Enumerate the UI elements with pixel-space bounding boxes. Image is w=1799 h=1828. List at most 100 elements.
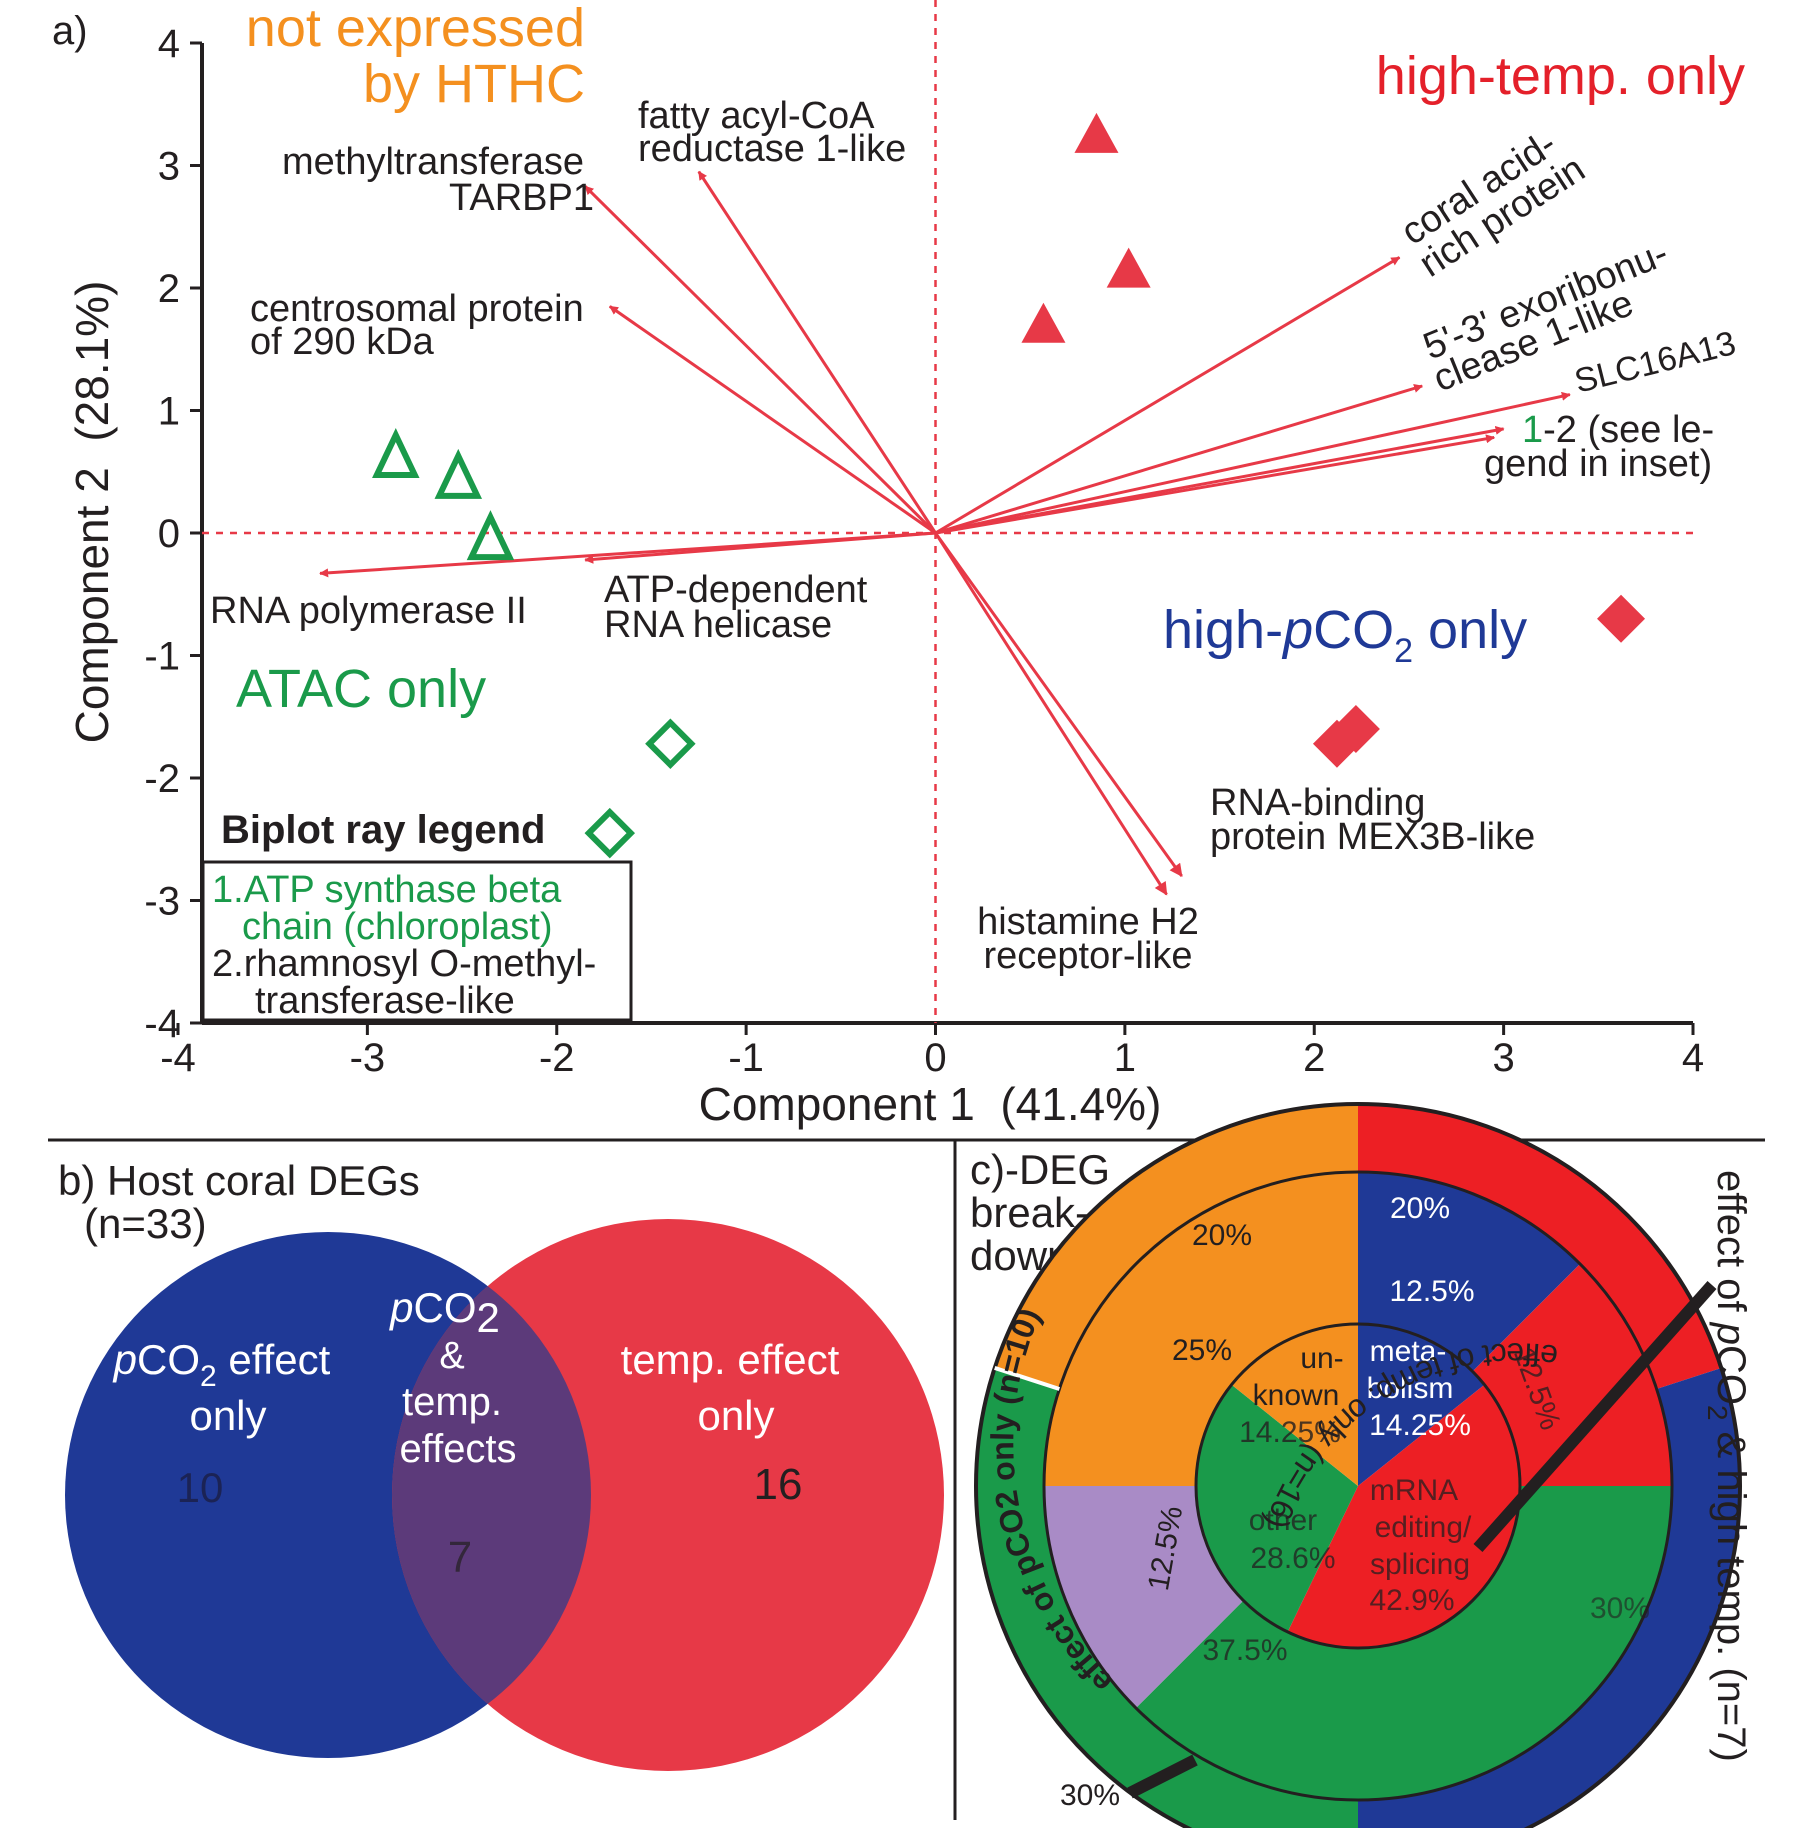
y-tick-label: 1 [158, 390, 180, 434]
venn-label-temp: temp. effect [621, 1336, 840, 1383]
ray-label-rna-binding: RNA-binding [1210, 782, 1425, 824]
venn-overlap-pco2: pCO2 [388, 1284, 500, 1341]
venn-overlap-temp: temp. [402, 1380, 502, 1424]
biplot-legend: Biplot ray legend 1.ATP synthase beta ch… [201, 808, 633, 1022]
panel-c-label-1: c)-DEG [970, 1146, 1110, 1193]
venn-sub: 2 [200, 1360, 217, 1393]
leader-line-both [1473, 1281, 1717, 1552]
both-co: CO [1709, 1345, 1753, 1405]
venn-count-pco2: 10 [177, 1464, 224, 1511]
y-tick-label: 2 [158, 267, 180, 311]
ray-label-methyltransferase: methyltransferase [282, 141, 584, 183]
ray-label-mex3b: protein MEX3B-like [1210, 816, 1535, 858]
biplot-ray [584, 531, 936, 564]
both-p: p [1709, 1322, 1753, 1345]
point-open-triangle [434, 448, 483, 499]
biplot-ray [935, 434, 1496, 535]
quadrant-label-p: p [1281, 600, 1313, 660]
biplot-ray [934, 532, 1168, 896]
ray-label-2-see: -2 (see le- [1543, 409, 1714, 451]
middle-label-blue: 12.5% [1389, 1275, 1474, 1308]
inner-pie-segment [1196, 1384, 1358, 1632]
inner-label-unknown-pct: 14.25% [1239, 1416, 1341, 1449]
y-tick-label: -2 [144, 757, 180, 801]
venn-overlap [392, 1232, 591, 1758]
donut-outer-border [974, 1102, 1742, 1828]
quadrant-label-by-hthc: by HTHC [363, 54, 585, 114]
outer-ring-segment [976, 1367, 1358, 1828]
biplot-ray [935, 384, 1424, 535]
x-tick-label: 0 [924, 1036, 946, 1080]
inner-label-unknown-2: known [1253, 1379, 1340, 1412]
venn-p: p [112, 1336, 137, 1383]
ray-label-rna-helicase: RNA helicase [604, 604, 832, 646]
ray-label-tarbp1: TARBP1 [449, 177, 594, 219]
inner-label-unknown-1: un- [1300, 1342, 1343, 1375]
ray-label-1: 1 [1522, 409, 1543, 451]
biplot-ray [934, 256, 1401, 535]
middle-ring-segment [1358, 1172, 1581, 1372]
outer-ring-gap [994, 1366, 1060, 1391]
x-tick-label: 3 [1493, 1036, 1515, 1080]
leader-line-pco2 [1127, 1754, 1198, 1799]
y-tick-label: 4 [158, 22, 180, 66]
venn-count-temp: 16 [754, 1460, 803, 1509]
inner-label-mrna-1: mRNA [1370, 1474, 1458, 1507]
legend-box [201, 860, 633, 1022]
ray-label-histamine: histamine H2 [977, 901, 1199, 943]
quadrant-label-only: only [1413, 600, 1527, 660]
x-tick-label: 1 [1114, 1036, 1136, 1080]
quadrant-label-high-temp: high-temp. only [1376, 46, 1745, 106]
ray-label-atp-dep: ATP-dependent [604, 569, 868, 611]
middle-label-orange: 25% [1172, 1334, 1232, 1367]
quadrant-label-atac: ATAC only [236, 659, 486, 719]
panel-a-label: a) [52, 9, 88, 53]
point-filled-diamond [1312, 719, 1361, 768]
donut-chart [974, 1102, 1742, 1828]
quadrant-label-high-pco2: high-pCO2 only [1163, 600, 1527, 670]
ray-label-fatty-acyl: fatty acyl-CoA [638, 95, 875, 137]
panel-b-n: (n=33) [84, 1200, 207, 1247]
inner-label-other: other [1249, 1504, 1317, 1537]
venn-overlap-co: CO [414, 1284, 477, 1331]
legend-item-1-line1: 1.ATP synthase beta [212, 869, 562, 911]
biplot-panel: a) -4 -3 -2 -1 0 1 2 3 4 4 3 2 1 0 -1 -2 -3 -4 Component … [52, 0, 1745, 1130]
panel-c-label-2: break- [970, 1189, 1089, 1236]
venn-co: CO [137, 1336, 200, 1383]
inner-label-other-pct: 28.6% [1250, 1542, 1335, 1575]
y-axis-title: Component 2 (28.1%) [66, 281, 118, 744]
legend-item-1-line2: chain (chloroplast) [242, 906, 552, 948]
inner-label-metabolism-1: meta- [1370, 1335, 1447, 1368]
legend-item-2-line2: transferase-like [255, 980, 515, 1022]
venn-effect: effect [217, 1336, 331, 1383]
quadrant-label-high: high- [1163, 600, 1283, 660]
venn-overlap-p: p [388, 1284, 413, 1331]
ray-label-rna-pol: RNA polymerase II [210, 590, 527, 632]
quadrant-label-co: CO [1313, 600, 1394, 660]
biplot-points [372, 112, 1646, 859]
y-tick-label: -3 [144, 880, 180, 924]
y-tick-label: 3 [158, 145, 180, 189]
outer-ring-segment [1358, 1104, 1722, 1389]
legend-title: Biplot ray legend [221, 808, 546, 852]
inner-pie-segment [1358, 1324, 1485, 1486]
ray-label-gend-inset: gend in inset) [1484, 443, 1712, 485]
biplot-ray [608, 305, 937, 535]
biplot-ray [935, 391, 1571, 535]
biplot-ray [934, 532, 1183, 878]
legend-item-2-line1: 2.rhamnosyl O-methyl- [212, 943, 596, 985]
ring-label-both: effect of pCO2 & high temp. (n=7) [1702, 1170, 1753, 1762]
biplot-axes: -4 -3 -2 -1 0 1 2 3 4 4 3 2 1 0 -1 -2 -3 -4 [144, 0, 1704, 1080]
outer-label-blue: 30% [1590, 1592, 1650, 1625]
ray-label-reductase: reductase 1-like [638, 128, 906, 170]
biplot-ray [584, 185, 937, 535]
both-sub: 2 [1702, 1405, 1733, 1421]
x-tick-label: -2 [539, 1036, 575, 1080]
venn-overlap-sub: 2 [477, 1294, 500, 1341]
inner-label-mrna-2: editing/ [1375, 1511, 1472, 1544]
quadrant-label-not-expressed: not expressed [246, 0, 585, 58]
venn-label-temp-only: only [697, 1392, 774, 1439]
y-tick-label: 0 [158, 512, 180, 556]
inner-pie-segment [1287, 1384, 1520, 1648]
point-filled-triangle [1074, 112, 1119, 153]
